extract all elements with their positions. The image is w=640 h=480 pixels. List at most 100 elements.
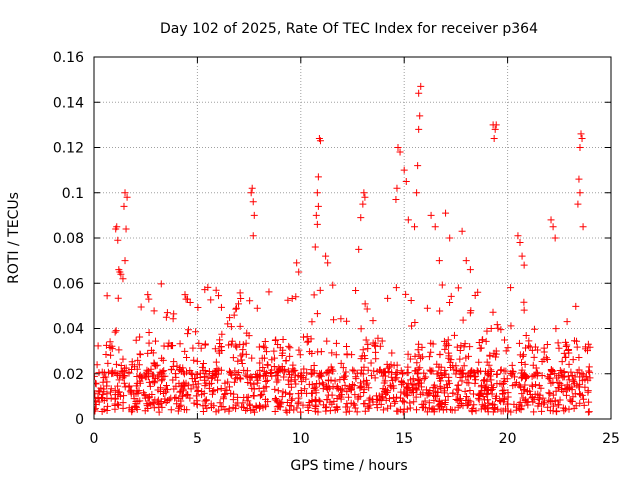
- data-point: [575, 175, 583, 183]
- data-point: [312, 397, 320, 405]
- data-point: [141, 373, 149, 381]
- data-point: [246, 379, 254, 387]
- data-point: [128, 358, 136, 366]
- data-point: [234, 357, 242, 365]
- data-point: [175, 379, 183, 387]
- data-point: [178, 392, 186, 400]
- data-point: [560, 368, 568, 376]
- data-point: [353, 369, 361, 377]
- data-point: [236, 374, 244, 382]
- data-point: [226, 314, 234, 322]
- data-point: [377, 400, 385, 408]
- data-point: [112, 327, 120, 335]
- data-point: [360, 189, 368, 197]
- data-point: [210, 386, 218, 394]
- data-point: [291, 366, 299, 374]
- data-point: [247, 189, 255, 197]
- data-point: [111, 394, 119, 402]
- data-point: [535, 382, 543, 390]
- data-point: [584, 387, 592, 395]
- data-point: [217, 343, 225, 351]
- data-point: [398, 378, 406, 386]
- data-point: [263, 361, 271, 369]
- data-point: [145, 339, 153, 347]
- data-point: [472, 376, 480, 384]
- data-point: [111, 386, 119, 394]
- data-point: [392, 196, 400, 204]
- data-point: [318, 379, 326, 387]
- data-point: [111, 328, 119, 336]
- data-point: [116, 371, 124, 379]
- data-point: [108, 345, 116, 353]
- data-point: [416, 364, 424, 372]
- data-point: [247, 406, 255, 414]
- data-point: [176, 388, 184, 396]
- data-point: [504, 407, 512, 415]
- data-point: [214, 386, 222, 394]
- data-point: [492, 353, 500, 361]
- data-point: [190, 399, 198, 407]
- data-point: [563, 318, 571, 326]
- data-point: [578, 134, 586, 142]
- data-point: [361, 355, 369, 363]
- data-point: [368, 372, 376, 380]
- data-point: [212, 367, 220, 375]
- data-point: [150, 404, 158, 412]
- data-point: [212, 358, 220, 366]
- data-point: [288, 395, 296, 403]
- data-point: [228, 371, 236, 379]
- y-tick-label: 0.08: [53, 231, 84, 247]
- data-point: [292, 293, 300, 301]
- data-point: [517, 374, 525, 382]
- data-point: [421, 397, 429, 405]
- data-point: [523, 398, 531, 406]
- data-point: [404, 216, 412, 224]
- data-point: [445, 352, 453, 360]
- data-point: [115, 388, 123, 396]
- data-point: [125, 382, 133, 390]
- y-tick-label: 0.06: [53, 276, 84, 292]
- data-point: [102, 373, 110, 381]
- data-point: [414, 365, 422, 373]
- data-point: [364, 340, 372, 348]
- data-point: [115, 346, 123, 354]
- y-tick-label: 0.02: [53, 367, 84, 383]
- data-point: [308, 369, 316, 377]
- data-point: [132, 336, 140, 344]
- data-point: [286, 371, 294, 379]
- data-point: [125, 404, 133, 412]
- data-point: [548, 398, 556, 406]
- data-point: [484, 408, 492, 416]
- data-point: [456, 347, 464, 355]
- y-tick-label: 0: [75, 412, 84, 428]
- data-point: [558, 358, 566, 366]
- data-point: [167, 394, 175, 402]
- data-point: [565, 376, 573, 384]
- data-point: [120, 392, 128, 400]
- data-point: [406, 404, 414, 412]
- data-point: [167, 365, 175, 373]
- data-point: [270, 354, 278, 362]
- data-point: [347, 384, 355, 392]
- data-point: [149, 378, 157, 386]
- data-point: [414, 346, 422, 354]
- data-point: [412, 385, 420, 393]
- data-point: [562, 338, 570, 346]
- data-point: [260, 354, 268, 362]
- data-point: [102, 341, 110, 349]
- data-point: [219, 403, 227, 411]
- data-point: [396, 148, 404, 156]
- data-point: [467, 367, 475, 375]
- data-point: [119, 368, 127, 376]
- data-point: [225, 405, 233, 413]
- data-point: [530, 325, 538, 333]
- data-point: [579, 223, 587, 231]
- data-point: [387, 361, 395, 369]
- data-point: [248, 384, 256, 392]
- data-point: [338, 386, 346, 394]
- data-point: [399, 397, 407, 405]
- data-point: [197, 344, 205, 352]
- data-point: [516, 398, 524, 406]
- data-point: [548, 368, 556, 376]
- data-point: [444, 377, 452, 385]
